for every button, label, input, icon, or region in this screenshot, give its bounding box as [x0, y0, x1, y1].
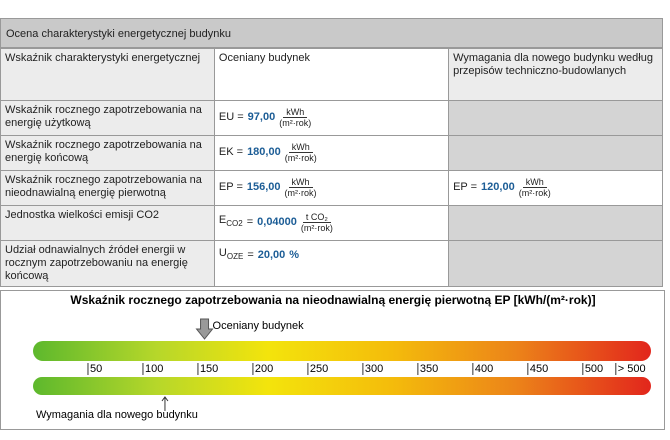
unit-denominator: (m²·rok) [300, 223, 333, 233]
value: 0,04000 [257, 216, 297, 228]
table-row: Wskaźnik rocznego zapotrzebowania na ene… [0, 100, 663, 136]
column-header: Wymagania dla nowego budynku według prze… [448, 48, 663, 101]
row-label: Jednostka wielkości emisji CO2 [0, 205, 215, 241]
tick-label: 400 [475, 363, 493, 375]
marker-arrow [195, 318, 214, 340]
value-cell: UOZE = 20,00% [213, 240, 450, 287]
value-line: UOZE = 20,00% [219, 247, 444, 263]
tick-label: 150 [200, 363, 218, 375]
unit-numerator: kWh [283, 107, 308, 118]
scale: Wskaźnik rocznego zapotrzebowania na nie… [0, 290, 665, 430]
value-line: EK = 180,00 kWh (m²·rok) [219, 142, 444, 163]
tick-label: 450 [530, 363, 548, 375]
value-cell: EK = 180,00 kWh (m²·rok) [213, 135, 450, 171]
symbol: UOZE [218, 247, 244, 262]
section-title: Ocena charakterystyki energetycznej budy… [0, 18, 663, 48]
unit-fraction: t CO₂ (m²·rok) [301, 212, 333, 233]
tick-label: 500 [585, 363, 603, 375]
tick-label: 300 [365, 363, 383, 375]
value-cell: EU = 97,00 kWh (m²·rok) [213, 100, 450, 136]
tick-label: 250 [310, 363, 328, 375]
unit-denominator: (m²·rok) [518, 188, 551, 198]
marker-label: Wymagania dla nowego budynku [36, 409, 198, 421]
symbol: ECO2 [218, 214, 243, 229]
requirement-cell [448, 240, 663, 287]
value-cell: ECO2 = 0,04000 t CO₂ (m²·rok) [213, 205, 450, 241]
scale-title: Wskaźnik rocznego zapotrzebowania na nie… [70, 293, 595, 307]
value-line: EU = 97,00 kWh (m²·rok) [219, 107, 444, 128]
table-row: Wskaźnik rocznego zapotrzebowania na nie… [0, 170, 663, 206]
scale-bar [33, 377, 651, 395]
table-row: Wskaźnik rocznego zapotrzebowania na ene… [0, 135, 663, 171]
marker-arrow [161, 396, 169, 411]
scale-bar [33, 341, 651, 361]
unit-fraction: kWh (m²·rok) [285, 142, 317, 163]
symbol: EP = [453, 181, 478, 193]
symbol-subscript: OZE [226, 252, 244, 262]
row-label: Wskaźnik rocznego zapotrzebowania na nie… [0, 170, 215, 206]
unit-numerator: t CO₂ [302, 212, 331, 223]
header-row: Wskaźnik charakterystyki energetycznej Oc… [0, 48, 663, 101]
value: 120,00 [481, 181, 515, 193]
unit-denominator: (m²·rok) [279, 118, 312, 128]
unit-numerator: kWh [522, 177, 547, 188]
row-label: Wskaźnik rocznego zapotrzebowania na ene… [0, 135, 215, 171]
unit: % [289, 248, 300, 261]
value-line: EP = 156,00 kWh (m²·rok) [219, 177, 444, 198]
symbol: EU = [218, 111, 244, 123]
symbol: EK = [218, 146, 244, 158]
marker-label: Oceniany budynek [213, 320, 305, 332]
unit-fraction: kWh (m²·rok) [279, 107, 311, 128]
requirement-cell [448, 100, 663, 136]
column-header: Wskaźnik charakterystyki energetycznej [0, 48, 215, 101]
value-line: ECO2 = 0,04000 t CO₂ (m²·rok) [219, 212, 444, 233]
unit-denominator: (m²·rok) [284, 188, 317, 198]
equals: = [246, 216, 254, 228]
value: 20,00 [257, 248, 286, 261]
value: 156,00 [246, 181, 281, 193]
requirement-cell [448, 205, 663, 241]
requirement-cell [448, 135, 663, 171]
unit-numerator: kWh [288, 142, 313, 153]
table-row: Jednostka wielkości emisji CO2 ECO2 = 0,040… [0, 205, 663, 241]
symbol: EP = [218, 181, 243, 193]
requirement-cell: EP = 120,00 kWh (m²·rok) [448, 170, 663, 206]
row-label: Udział odnawialnych źródeł energii w roc… [0, 240, 215, 287]
value-cell: EP = 156,00 kWh (m²·rok) [213, 170, 450, 206]
symbol-subscript: CO2 [226, 219, 243, 229]
tick-label: 350 [420, 363, 438, 375]
tick-label: 100 [145, 363, 163, 375]
table: Wskaźnik charakterystyki energetycznej Oc… [0, 48, 663, 287]
unit-denominator: (m²·rok) [284, 153, 317, 163]
unit-fraction: kWh (m²·rok) [285, 177, 317, 198]
equals: = [247, 248, 254, 261]
tick-label: > 500 [618, 363, 646, 375]
value: 180,00 [247, 146, 281, 158]
tick-label: 200 [255, 363, 273, 375]
value-line: EP = 120,00 kWh (m²·rok) [453, 177, 658, 198]
value: 97,00 [247, 111, 276, 123]
unit-fraction: kWh (m²·rok) [519, 177, 551, 198]
unit-numerator: kWh [288, 177, 313, 188]
table-row: Udział odnawialnych źródeł energii w roc… [0, 240, 663, 287]
row-label: Wskaźnik rocznego zapotrzebowania na ene… [0, 100, 215, 136]
tick-label: 50 [90, 363, 102, 375]
column-header: Oceniany budynek [213, 48, 450, 101]
